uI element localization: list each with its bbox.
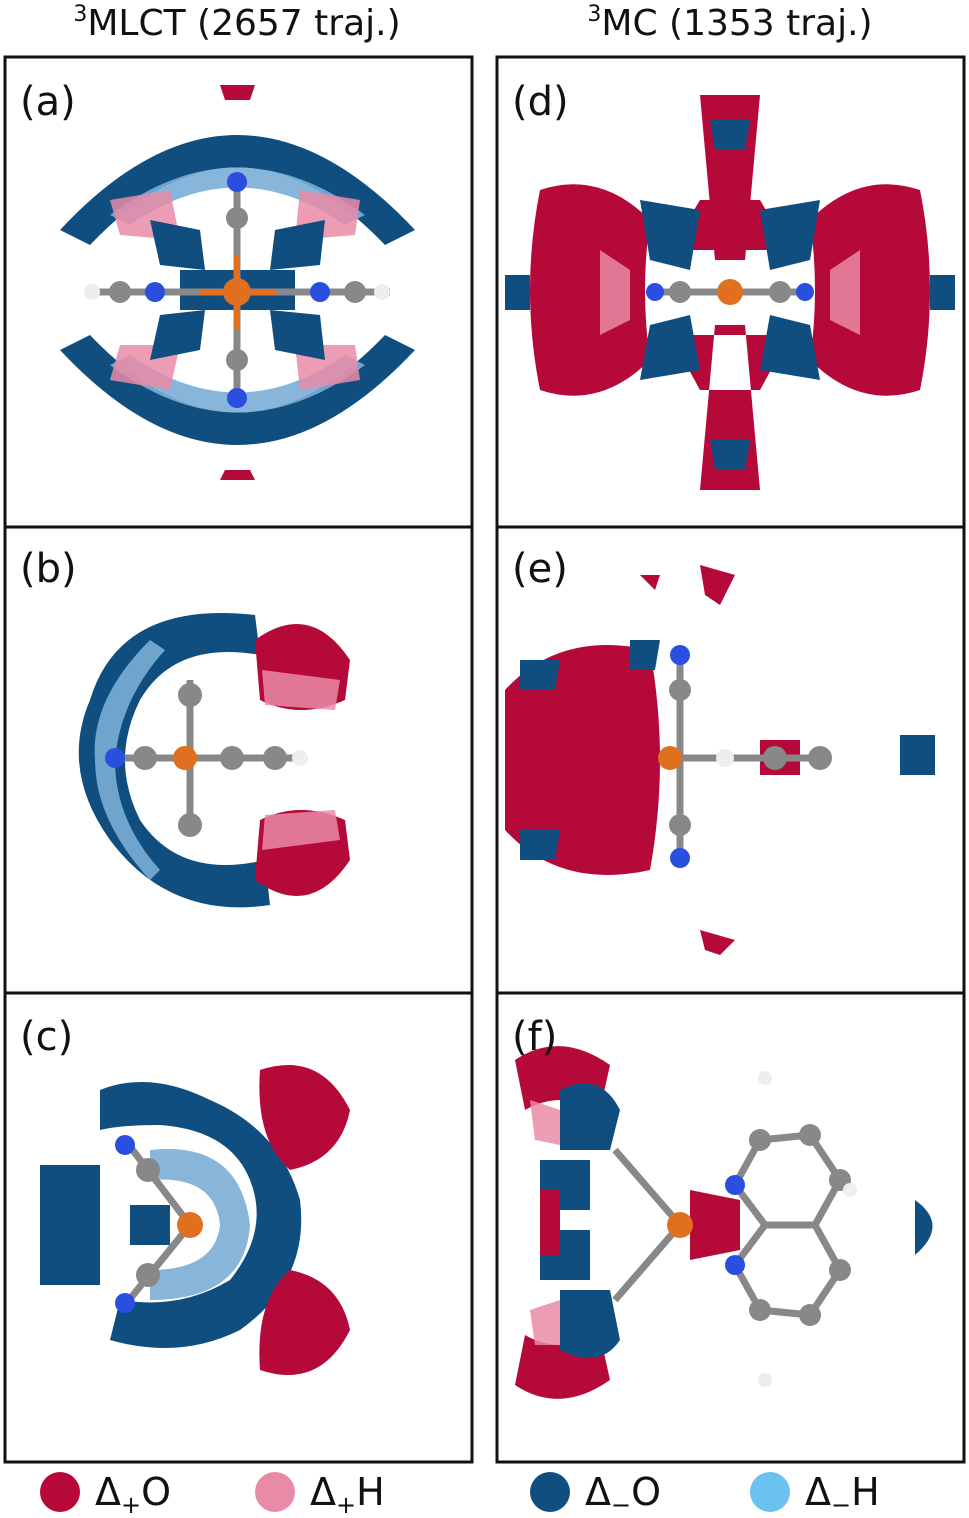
legend-swatch bbox=[530, 1472, 570, 1512]
panel-label: (d) bbox=[512, 79, 569, 125]
panel-labels: (a) (b) (c) (d) (e) (f) bbox=[20, 79, 569, 1060]
density-plot bbox=[515, 1046, 933, 1399]
legend: Δ+O Δ+H Δ−O Δ−H bbox=[40, 1470, 880, 1518]
density-plot bbox=[505, 565, 935, 955]
density-plot bbox=[78, 613, 350, 908]
title-text: MC (1353 traj.) bbox=[601, 3, 872, 44]
superscript: 3 bbox=[587, 2, 601, 27]
legend-swatch bbox=[40, 1472, 80, 1512]
column-title: 3MLCT (2657 traj.) bbox=[73, 2, 400, 44]
symbol: Δ bbox=[585, 1470, 611, 1514]
legend-label: Δ+O bbox=[95, 1470, 171, 1518]
panel-label: (b) bbox=[20, 546, 77, 592]
panel-frames bbox=[3, 55, 966, 1464]
legend-swatch bbox=[750, 1472, 790, 1512]
symbol: Δ bbox=[95, 1470, 121, 1514]
letter: H bbox=[851, 1470, 880, 1514]
letter: H bbox=[356, 1470, 385, 1514]
density-plot bbox=[505, 95, 955, 490]
density-plot bbox=[60, 85, 415, 480]
density-plot bbox=[40, 1065, 350, 1375]
legend-label: Δ−O bbox=[585, 1470, 661, 1518]
legend-label: Δ+H bbox=[310, 1470, 385, 1518]
column-title: 3MC (1353 traj.) bbox=[587, 2, 872, 44]
legend-label: Δ−H bbox=[805, 1470, 880, 1518]
letter: O bbox=[631, 1470, 661, 1514]
legend-swatch bbox=[255, 1472, 295, 1512]
title-text: MLCT (2657 traj.) bbox=[87, 3, 400, 44]
subscript: − bbox=[831, 1491, 851, 1518]
subscript: + bbox=[336, 1491, 356, 1518]
panel-label: (c) bbox=[20, 1014, 73, 1060]
symbol: Δ bbox=[310, 1470, 336, 1514]
panel-label: (a) bbox=[20, 79, 76, 125]
letter: O bbox=[141, 1470, 171, 1514]
subscript: − bbox=[611, 1491, 631, 1518]
panel-label: (f) bbox=[512, 1014, 557, 1060]
superscript: 3 bbox=[73, 2, 87, 27]
symbol: Δ bbox=[805, 1470, 831, 1514]
subscript: + bbox=[121, 1491, 141, 1518]
column-titles: 3MLCT (2657 traj.) 3MC (1353 traj.) bbox=[73, 2, 872, 44]
panel-label: (e) bbox=[512, 546, 568, 592]
